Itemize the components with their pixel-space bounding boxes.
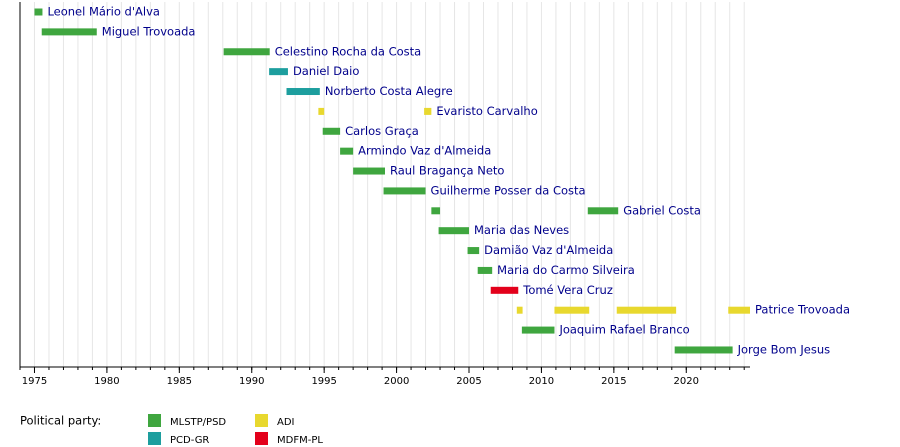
term-bar (41, 28, 97, 36)
term-bar (616, 306, 677, 314)
legend-label: ADI (277, 417, 295, 428)
x-tick-label: 2010 (529, 376, 554, 387)
pm-name[interactable]: Patrice Trovoada (755, 303, 850, 317)
term-bar (521, 326, 555, 334)
x-tick-label: 1990 (239, 376, 264, 387)
term-bar (286, 88, 320, 96)
x-tick-label: 2000 (384, 376, 409, 387)
pm-name[interactable]: Norberto Costa Alegre (325, 84, 453, 98)
term-bar (318, 107, 325, 115)
pm-name[interactable]: Raul Bragança Neto (390, 164, 504, 178)
legend-title: Political party: (20, 414, 101, 428)
pm-name[interactable]: Celestino Rocha da Costa (275, 44, 422, 58)
x-tick-label: 2015 (601, 376, 626, 387)
x-tick-label: 1995 (311, 376, 336, 387)
pm-name[interactable]: Gabriel Costa (623, 203, 701, 217)
term-bar (674, 346, 733, 354)
legend-label: PCD-GR (170, 435, 209, 446)
legend-swatch (255, 432, 268, 445)
pm-name[interactable]: Carlos Graça (345, 124, 419, 138)
x-tick-label: 2005 (456, 376, 481, 387)
term-bar (383, 187, 426, 195)
term-bar (34, 8, 43, 16)
x-tick-label: 1980 (94, 376, 119, 387)
term-bar (223, 48, 270, 56)
term-bar (438, 227, 470, 235)
x-tick-label: 2020 (674, 376, 699, 387)
legend-label: MLSTP/PSD (170, 417, 226, 428)
x-tick-label: 1975 (22, 376, 47, 387)
pm-name[interactable]: Maria do Carmo Silveira (497, 263, 635, 277)
pm-name[interactable]: Damião Vaz d'Almeida (484, 243, 613, 257)
pm-name[interactable]: Jorge Bom Jesus (737, 342, 831, 356)
pm-name[interactable]: Joaquim Rafael Branco (558, 323, 689, 337)
pm-name[interactable]: Armindo Vaz d'Almeida (358, 144, 491, 158)
legend-swatch (148, 414, 161, 427)
x-tick-label: 1985 (167, 376, 192, 387)
pm-name[interactable]: Daniel Daio (293, 64, 359, 78)
term-bar (431, 207, 441, 215)
pm-name[interactable]: Miguel Trovoada (102, 24, 196, 38)
pm-name[interactable]: Guilherme Posser da Costa (431, 183, 586, 197)
term-bar (554, 306, 590, 314)
pm-name[interactable]: Maria das Neves (474, 223, 569, 237)
term-bar (516, 306, 523, 314)
term-bar (269, 68, 288, 76)
term-bar (477, 266, 493, 274)
term-bar (340, 147, 354, 155)
legend-swatch (148, 432, 161, 445)
legend-swatch (255, 414, 268, 427)
term-bar (467, 247, 480, 255)
term-bar (490, 286, 519, 294)
pm-name[interactable]: Tomé Vera Cruz (522, 283, 613, 297)
term-bar (353, 167, 385, 175)
term-bar (424, 107, 432, 115)
legend-label: MDFM-PL (277, 435, 323, 446)
term-bar (728, 306, 750, 314)
term-bar (322, 127, 341, 135)
pm-name[interactable]: Leonel Mário d'Alva (47, 5, 160, 19)
term-bar (587, 207, 619, 215)
pm-name[interactable]: Evaristo Carvalho (436, 104, 537, 118)
